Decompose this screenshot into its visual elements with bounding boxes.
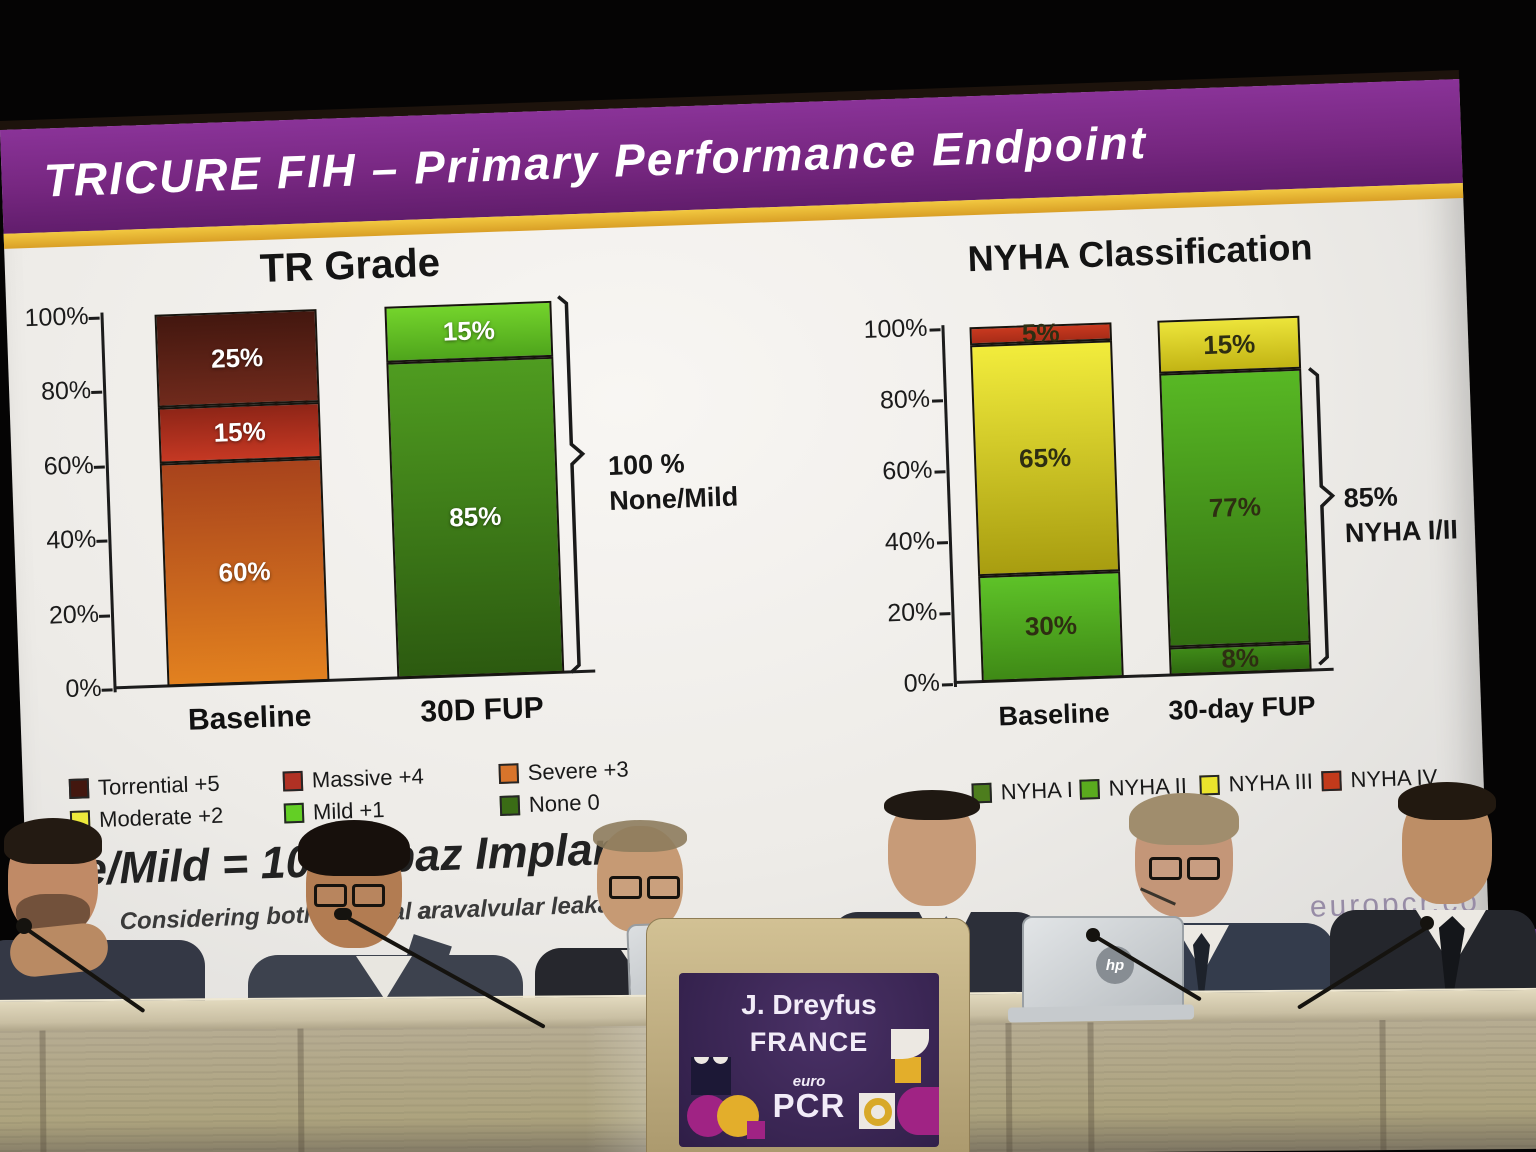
desk-seam xyxy=(39,1030,47,1152)
speaker-podium: J. Dreyfus FRANCE euro PCR xyxy=(646,918,970,1152)
legend-item: Severe +3 xyxy=(498,756,629,787)
bar-segment-mild-1: 15% xyxy=(384,300,554,363)
tr-grade-chart-title: TR Grade xyxy=(259,240,441,291)
microphone-head xyxy=(1086,928,1100,942)
y-tick-label: 100% xyxy=(863,313,928,344)
hair xyxy=(298,820,410,876)
tr-brace xyxy=(557,295,586,674)
panelist-1 xyxy=(0,818,205,1035)
hair xyxy=(884,790,980,820)
y-tick-label: 0% xyxy=(64,673,103,704)
y-tick xyxy=(929,328,941,332)
legend-item: None 0 xyxy=(499,789,600,818)
tr-annotation: 100 % None/Mild xyxy=(608,444,739,519)
y-tick xyxy=(931,399,944,403)
y-tick xyxy=(101,688,113,692)
bar-segment-nyha-iii: 65% xyxy=(970,340,1121,576)
hair xyxy=(4,818,102,864)
desk-seam xyxy=(1087,1022,1095,1152)
desk-seam xyxy=(1005,1022,1013,1152)
y-tick-label: 0% xyxy=(903,668,941,698)
sign-decor xyxy=(691,1057,731,1095)
nyha-annotation: 85% NYHA I/II xyxy=(1343,477,1458,551)
sign-decor xyxy=(895,1057,921,1083)
y-tick xyxy=(939,612,951,616)
sign-decor xyxy=(859,1093,895,1129)
nyha-brace xyxy=(1308,367,1336,666)
microphone-head xyxy=(334,908,352,920)
speaker-name: J. Dreyfus xyxy=(741,989,877,1020)
slide-title: TRICURE FIH – Primary Performance Endpoi… xyxy=(42,115,1148,207)
hair xyxy=(1129,793,1239,845)
y-tick xyxy=(88,316,100,321)
tr-annotation-line2: None/Mild xyxy=(608,481,739,517)
glasses xyxy=(314,884,385,907)
y-tick-label: 80% xyxy=(879,384,931,415)
nyha-annotation-line1: 85% xyxy=(1343,481,1399,514)
tr-annotation-line1: 100 % xyxy=(607,448,686,481)
speaker-name-sign: J. Dreyfus FRANCE euro PCR xyxy=(679,973,939,1147)
nyha-chart-title: NYHA Classification xyxy=(966,226,1313,280)
europcr-logo-euro: euro xyxy=(792,1073,826,1090)
legend-item: Massive +4 xyxy=(282,764,424,795)
microphone-head xyxy=(1420,916,1434,930)
y-tick-label: 60% xyxy=(43,450,95,481)
sign-decor xyxy=(897,1087,939,1135)
bar-segment-none-0: 85% xyxy=(386,356,565,679)
glasses xyxy=(609,876,680,899)
speaker-country: FRANCE xyxy=(749,1027,869,1057)
bar-segment-nyha-i: 8% xyxy=(1168,642,1312,676)
y-tick-label: 100% xyxy=(24,302,90,333)
y-axis xyxy=(100,312,117,693)
y-tick xyxy=(941,683,953,687)
desk-seam xyxy=(1379,1020,1387,1151)
projection-screen: TRICURE FIH – Primary Performance Endpoi… xyxy=(0,79,1536,1040)
bar-segment-severe-3: 60% xyxy=(159,457,330,687)
y-tick xyxy=(934,470,946,474)
y-tick-label: 40% xyxy=(45,524,97,555)
x-axis-label: Baseline xyxy=(187,699,312,737)
glasses xyxy=(1149,857,1220,880)
bar-segment-nyha-ii: 30% xyxy=(978,570,1124,683)
legend-item: Torrential +5 xyxy=(68,771,221,802)
x-axis-label: 30-day FUP xyxy=(1167,690,1316,726)
desk-seam xyxy=(297,1028,305,1152)
nyha-annotation-line2: NYHA I/II xyxy=(1344,514,1459,549)
bar-segment-torrential-5: 25% xyxy=(154,309,320,408)
y-tick-label: 40% xyxy=(884,526,936,557)
y-tick-label: 60% xyxy=(881,455,933,486)
hair xyxy=(593,820,687,852)
hair xyxy=(1398,782,1496,820)
y-tick xyxy=(93,465,105,469)
microphone-head xyxy=(16,918,32,934)
y-tick-label: 20% xyxy=(886,597,938,628)
x-axis-label: 30D FUP xyxy=(419,691,545,729)
bar-segment-massive-4: 15% xyxy=(157,402,322,464)
hp-logo-icon: hp xyxy=(1096,946,1134,984)
hp-laptop-back: hp xyxy=(1022,916,1184,1016)
y-tick-label: 20% xyxy=(48,599,100,630)
bar-segment-nyha-iii: 15% xyxy=(1157,315,1302,374)
y-tick xyxy=(96,539,108,543)
y-tick xyxy=(91,390,103,394)
europcr-logo-pcr: PCR xyxy=(772,1087,846,1124)
bar-segment-nyha-ii: 77% xyxy=(1159,368,1311,648)
sign-decor xyxy=(747,1121,765,1139)
x-axis-label: Baseline xyxy=(998,697,1111,732)
y-tick xyxy=(98,614,111,618)
y-axis xyxy=(941,325,958,688)
y-tick xyxy=(936,541,949,545)
y-tick-label: 80% xyxy=(40,375,92,406)
